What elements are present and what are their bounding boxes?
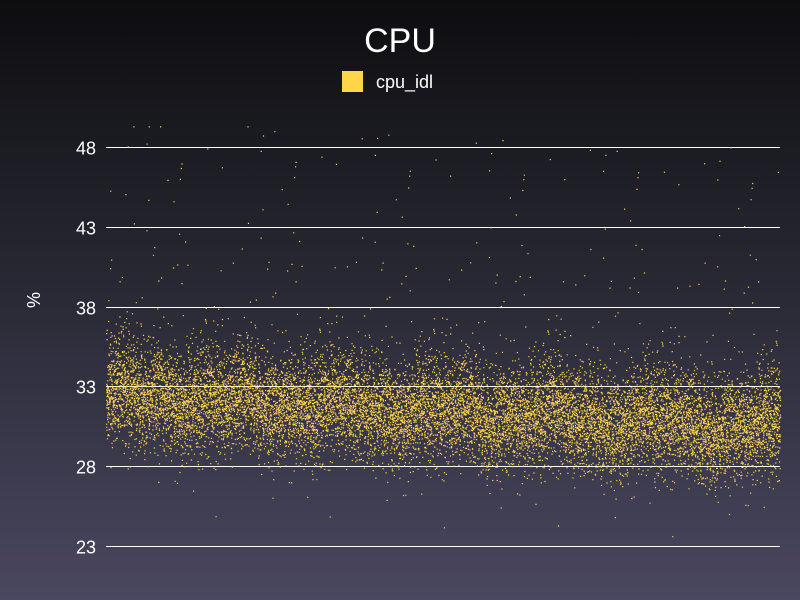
y-tick-label-28: 28 bbox=[76, 458, 96, 478]
y-axis-label: % bbox=[24, 292, 44, 308]
y-tick-label-33: 33 bbox=[76, 378, 96, 398]
y-tick-label-23: 23 bbox=[76, 538, 96, 558]
legend: cpu_idl bbox=[342, 71, 433, 93]
series-cpu-idl bbox=[106, 126, 782, 538]
legend-label-cpu-idl: cpu_idl bbox=[376, 72, 433, 93]
y-tick-labels: 23 28 33 38 43 48 bbox=[76, 139, 96, 558]
grid bbox=[106, 147, 780, 547]
y-tick-label-43: 43 bbox=[76, 219, 96, 239]
legend-swatch-cpu-idl bbox=[342, 71, 363, 92]
scatter-points-cpu-idl bbox=[106, 126, 782, 538]
y-tick-label-48: 48 bbox=[76, 139, 96, 159]
y-tick-label-38: 38 bbox=[76, 299, 96, 319]
chart-title: CPU bbox=[364, 22, 436, 60]
